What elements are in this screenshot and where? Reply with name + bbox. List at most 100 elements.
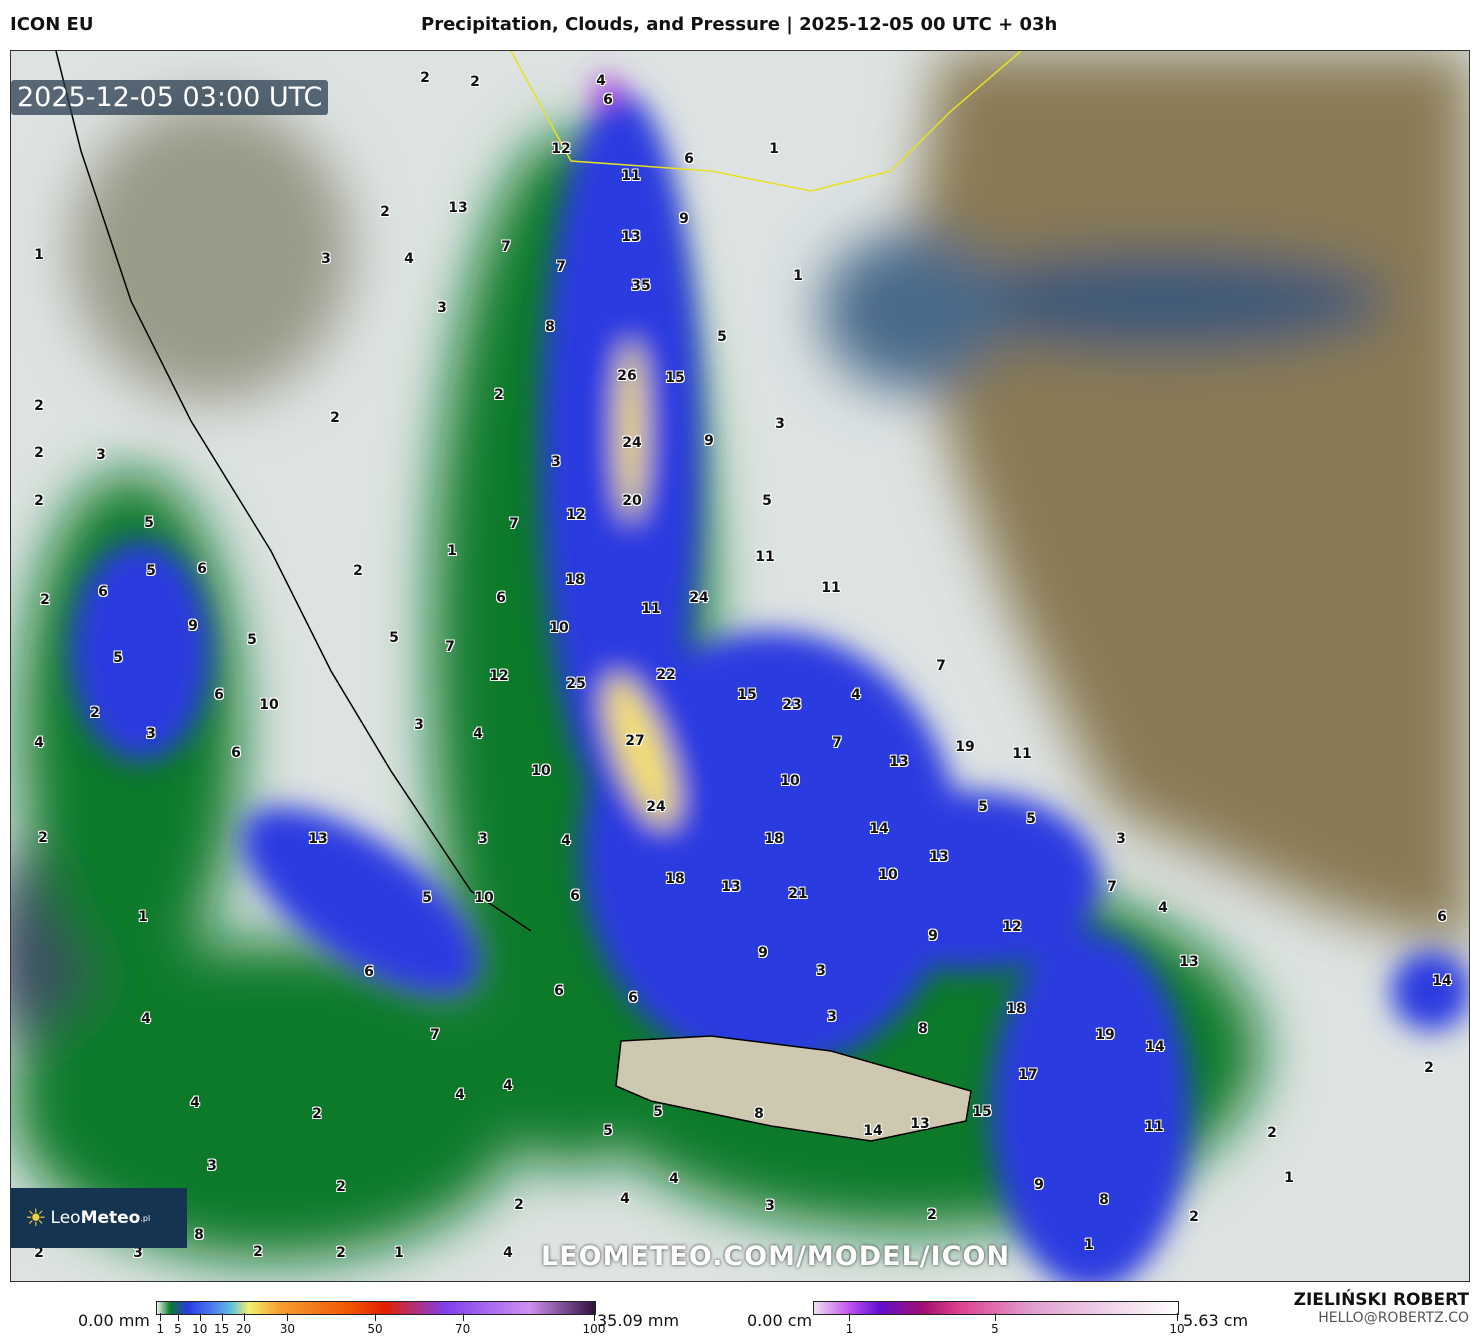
precip-value-label: 3 [775,416,785,432]
colorbar-tick-label: 5 [991,1322,999,1336]
precip-value-label: 2 [380,204,390,220]
precip-value-label: 5 [146,563,156,579]
precip-value-label: 3 [478,831,488,847]
precip-value-label: 18 [764,831,784,847]
precip-value-label: 3 [816,963,826,979]
precip-value-label: 4 [596,73,606,89]
precip-value-label: 2 [1189,1209,1199,1225]
logo-text-meteo: Meteo [80,1208,141,1228]
precip-value-label: 8 [545,319,555,335]
precip-value-label: 3 [146,726,156,742]
precip-value-label: 3 [207,1158,217,1174]
precip-value-label: 2 [312,1106,322,1122]
precip-value-label: 8 [1099,1192,1109,1208]
precip-value-label: 10 [531,763,551,779]
precip-value-label: 7 [430,1027,440,1043]
timestamp-badge: 2025-12-05 03:00 UTC [11,80,329,115]
precip-value-label: 2 [927,1207,937,1223]
precip-value-label: 7 [556,259,566,275]
colorbar-tick [1177,1313,1178,1321]
precip-value-label: 13 [889,754,909,770]
precip-value-label: 1 [394,1245,404,1261]
precip-value-label: 3 [133,1245,143,1261]
precip-value-label: 23 [782,697,802,713]
precip-value-label: 6 [214,687,224,703]
precip-value-label: 3 [765,1198,775,1214]
precip-value-label: 5 [978,799,988,815]
precip-value-label: 9 [928,928,938,944]
snow-min: 0.00 cm [747,1311,813,1330]
weather-map[interactable]: 4 6 12 6 11 1 13 9 13 7 2 2 2 1 3 4 7 35 1 3 8 5 26 15 2 2 2 3 24 9 2 3… [10,50,1470,1282]
precip-value-label: 2 [38,830,48,846]
colorbar-tick-label: 10 [1169,1322,1185,1336]
precip-value-label: 24 [689,590,709,606]
watermark: LEOMETEO.COM/MODEL/ICON [541,1241,1011,1272]
precip-value-label: 6 [554,983,564,999]
author-credit: ZIELIŃSKI ROBERT HELLO@ROBERTZ.CO [1294,1290,1469,1326]
precip-value-label: 4 [1158,900,1168,916]
colorbar-tick [177,1313,179,1321]
precip-value-label: 3 [1116,831,1126,847]
precip-value-label: 10 [474,890,494,906]
precip-value-label: 4 [620,1191,630,1207]
precip-value-label: 11 [755,549,775,565]
precip-value-label: 18 [565,572,585,588]
precip-value-label: 26 [617,368,637,384]
precip-value-label: 13 [910,1116,930,1132]
colorbar-tick-label: 30 [279,1322,296,1336]
precip-value-label: 1 [34,247,44,263]
sun-icon: ☀ [25,1204,47,1232]
precip-value-label: 2 [90,705,100,721]
snow-colorbar [813,1301,1179,1315]
precip-value-label: 6 [231,745,241,761]
precip-value-label: 12 [489,668,509,684]
precip-value-label: 9 [704,433,714,449]
precip-value-label: 5 [389,630,399,646]
precip-value-label: 21 [788,886,808,902]
precip-value-label: 9 [679,211,689,227]
precip-value-label: 17 [1018,1067,1038,1083]
precip-value-label: 2 [353,563,363,579]
precip-value-label: 9 [758,945,768,961]
precip-value-label: 19 [1095,1027,1115,1043]
precip-value-label: 4 [561,833,571,849]
precip-value-label: 2 [34,398,44,414]
precip-value-label: 5 [603,1123,613,1139]
precip-value-label: 18 [1006,1001,1026,1017]
precip-value-label: 6 [364,964,374,980]
precip-value-label: 2 [40,592,50,608]
colorbar-tick-label: 1 [156,1322,165,1336]
precip-value-label: 4 [34,735,44,751]
precip-value-label: 13 [1179,954,1199,970]
precip-value-label: 4 [851,687,861,703]
precip-value-label: 11 [821,580,841,596]
colorbar-tick-label: 70 [454,1322,471,1336]
precip-value-label: 2 [1267,1125,1277,1141]
colorbar-tick [287,1313,289,1321]
precip-value-label: 6 [570,888,580,904]
colorbar-tick [199,1313,201,1321]
precip-value-label: 20 [622,493,642,509]
snow-max: 5.63 cm [1183,1311,1249,1330]
precip-value-label: 2 [34,493,44,509]
author-email[interactable]: HELLO@ROBERTZ.CO [1318,1310,1469,1326]
precip-value-label: 1 [793,268,803,284]
precip-value-label: 3 [437,300,447,316]
precip-value-label: 2 [336,1245,346,1261]
precip-value-label: 4 [404,251,414,267]
precip-value-label: 7 [501,239,511,255]
precip-value-label: 27 [625,733,645,749]
precip-value-label: 11 [641,601,661,617]
map-title: Precipitation, Clouds, and Pressure | 20… [421,14,1058,35]
precip-value-label: 11 [1144,1119,1164,1135]
colorbar-tick-label: 20 [235,1322,252,1336]
map-background [11,51,1469,1281]
leometeo-logo[interactable]: ☀ Leo Meteo .pl [11,1188,187,1248]
precip-value-label: 15 [665,370,685,386]
precip-value-label: 2 [420,70,430,86]
precip-value-label: 4 [503,1078,513,1094]
precip-value-label: 2 [330,410,340,426]
precip-value-label: 3 [551,454,561,470]
colorbar-tick-label: 50 [367,1322,383,1336]
precip-value-label: 18 [665,871,685,887]
